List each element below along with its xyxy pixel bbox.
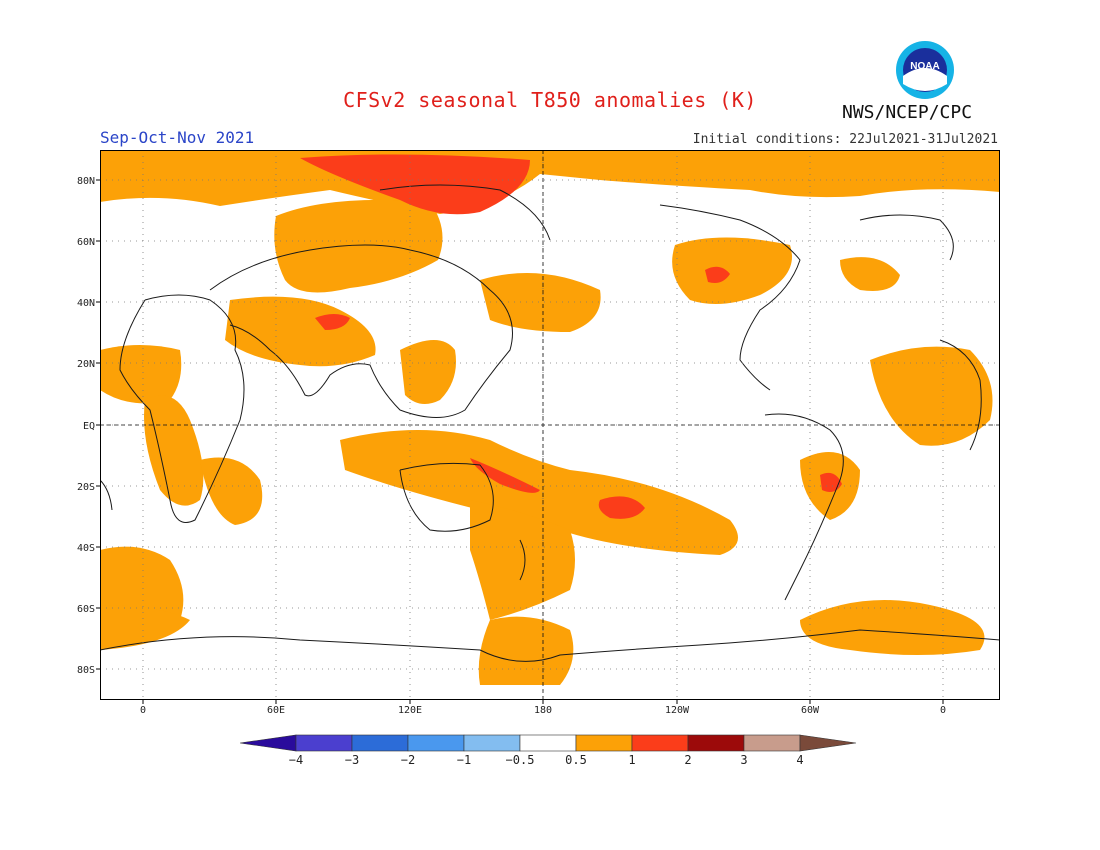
colorbar-tick-label: −2 [401, 753, 415, 767]
colorbar-tick-label: 3 [740, 753, 747, 767]
lat-tick-label: 20N [77, 359, 95, 370]
lat-tick-label: 40N [77, 298, 95, 309]
colorbar-box [687, 734, 745, 752]
lon-tick-label: 120W [665, 705, 690, 716]
lon-tick-label: 0 [940, 705, 946, 716]
anomaly-band-1-to-2 [300, 154, 842, 519]
colorbar-box [407, 734, 465, 752]
initial-conditions-label: Initial conditions: 22Jul2021-31Jul2021 [692, 132, 998, 147]
colorbar-box [463, 734, 521, 752]
noaa-logo-icon: NOAA [896, 41, 954, 99]
colorbar-tick-label: −3 [345, 753, 359, 767]
colorbar-tick-label: 0.5 [565, 753, 587, 767]
colorbar-tick-label: 1 [628, 753, 635, 767]
lon-tick-label: 120E [398, 705, 422, 716]
colorbar-tick-label: −0.5 [506, 753, 535, 767]
lat-tick-label: 40S [77, 543, 95, 554]
colorbar-box [519, 734, 577, 752]
logo-text: NOAA [910, 61, 939, 72]
season-label: Sep-Oct-Nov 2021 [100, 128, 255, 147]
lat-tick-label: 80N [77, 176, 95, 187]
lon-tick-label: 180 [534, 705, 552, 716]
colorbar-arrow-low [240, 734, 297, 752]
colorbar-tick-label: −1 [457, 753, 471, 767]
map-title: CFSv2 seasonal T850 anomalies (K) [343, 88, 757, 112]
anomaly-band-0-5-to-1 [100, 150, 1000, 685]
colorbar: −4 −3 −2 −1 −0.5 0.5 1 2 3 4 [240, 734, 857, 767]
anomaly-map [100, 150, 1000, 700]
colorbar-tick-label: 4 [796, 753, 803, 767]
lon-tick-label: 0 [140, 705, 146, 716]
agency-label: NWS/NCEP/CPC [842, 102, 973, 123]
colorbar-box [631, 734, 689, 752]
map-frame [100, 150, 1000, 700]
colorbar-arrow-high [799, 734, 857, 752]
colorbar-box [295, 734, 353, 752]
lat-tick-label: 60S [77, 604, 95, 615]
colorbar-box [575, 734, 633, 752]
lon-tick-label: 60W [801, 705, 820, 716]
map-axis-labels: 80N 60N 40N 20N EQ 20S 40S 60S 80S 0 60E 120E 180 12… [77, 176, 946, 716]
lat-tick-label: EQ [83, 421, 95, 432]
lat-tick-label: 20S [77, 482, 95, 493]
colorbar-box [743, 734, 801, 752]
lat-tick-label: 80S [77, 665, 95, 676]
lon-tick-label: 60E [267, 705, 285, 716]
lat-tick-label: 60N [77, 237, 95, 248]
coastlines [100, 184, 1000, 662]
colorbar-tick-label: −4 [289, 753, 303, 767]
colorbar-tick-label: 2 [684, 753, 691, 767]
colorbar-box [351, 734, 409, 752]
